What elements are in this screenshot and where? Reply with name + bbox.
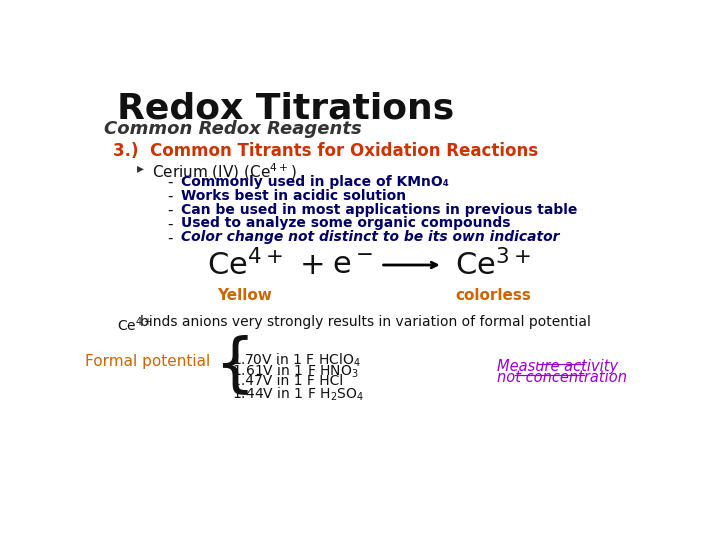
Text: Works best in acidic solution: Works best in acidic solution [181, 189, 407, 203]
Text: {: { [214, 334, 255, 396]
Text: $\mathrm{Ce^{3+}}$: $\mathrm{Ce^{3+}}$ [455, 249, 531, 281]
Text: -: - [168, 202, 173, 218]
Text: ▸: ▸ [137, 161, 143, 175]
Text: -: - [168, 189, 173, 204]
Text: $\mathrm{e^-}$: $\mathrm{e^-}$ [331, 251, 372, 280]
Text: Yellow: Yellow [217, 288, 272, 303]
Text: Can be used in most applications in previous table: Can be used in most applications in prev… [181, 202, 578, 217]
Text: binds anions very strongly results in variation of formal potential: binds anions very strongly results in va… [140, 315, 591, 329]
Text: Redox Titrations: Redox Titrations [117, 92, 454, 126]
Text: 1.70V in 1 F HClO$_4$: 1.70V in 1 F HClO$_4$ [232, 351, 361, 369]
Text: colorless: colorless [455, 288, 531, 303]
Text: -: - [168, 231, 173, 245]
Text: Used to analyze some organic compounds: Used to analyze some organic compounds [181, 217, 511, 231]
Text: 3.)  Common Titrants for Oxidation Reactions: 3.) Common Titrants for Oxidation Reacti… [113, 142, 539, 160]
Text: $\mathrm{Ce^{4+}}$: $\mathrm{Ce^{4+}}$ [117, 315, 153, 334]
Text: -: - [168, 217, 173, 232]
Text: 1.44V in 1 F H$_2$SO$_4$: 1.44V in 1 F H$_2$SO$_4$ [232, 386, 364, 403]
Text: Common Redox Reagents: Common Redox Reagents [104, 120, 361, 138]
Text: $\mathrm{Ce^{4+}}$: $\mathrm{Ce^{4+}}$ [207, 249, 283, 281]
Text: -: - [168, 175, 173, 190]
Text: not concentration: not concentration [497, 370, 627, 386]
Text: Formal potential: Formal potential [85, 354, 210, 368]
Text: Commonly used in place of KMnO₄: Commonly used in place of KMnO₄ [181, 175, 449, 189]
Text: Measure activity: Measure activity [497, 359, 618, 374]
Text: Color change not distinct to be its own indicator: Color change not distinct to be its own … [181, 231, 560, 244]
Text: 1.47V in 1 F HCl: 1.47V in 1 F HCl [232, 374, 343, 388]
Text: Cerium (IV) (Ce$^{4+}$): Cerium (IV) (Ce$^{4+}$) [152, 161, 297, 182]
Text: 1.61V in 1 F HNO$_3$: 1.61V in 1 F HNO$_3$ [232, 363, 359, 380]
Text: $+$: $+$ [299, 251, 323, 280]
